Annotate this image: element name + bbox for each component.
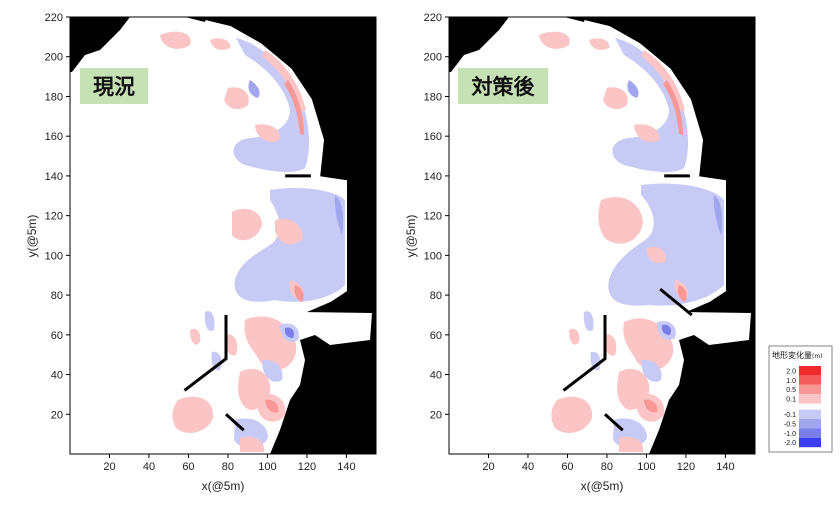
y-tick-label: 160 (45, 131, 63, 143)
x-tick-label: 100 (637, 461, 655, 473)
legend-swatch (799, 419, 821, 429)
jetty-south (224, 413, 245, 432)
legend-label: -1.0 (784, 431, 796, 438)
y-ticks-current: 20 40 60 80 100 120 140 160 180 200 220 (45, 12, 70, 421)
groin-west (183, 315, 228, 392)
legend-swatches (799, 366, 821, 448)
y-tick-label: 220 (45, 12, 63, 24)
y-tick-label: 180 (45, 91, 63, 103)
legend-label: 0.5 (786, 387, 796, 394)
land-northwest-current (70, 17, 130, 72)
panel-countermeasure: 20 40 60 80 100 120 140 20 40 60 80 100 120 140 160 18… (404, 12, 756, 493)
shore-band-current (204, 20, 347, 314)
x-tick-label: 120 (298, 461, 316, 473)
x-ticks-countermeasure: 20 40 60 80 100 120 140 (482, 454, 735, 473)
x-tick-label: 40 (143, 461, 155, 473)
structures-current (183, 174, 311, 432)
legend-label: 1.0 (786, 378, 796, 385)
plot-frame-countermeasure (448, 16, 756, 455)
y-tick-label: 200 (424, 52, 442, 64)
land-east-current (185, 17, 376, 454)
jetty-south (603, 413, 624, 432)
x-ticks-current: 20 40 60 80 100 120 140 (103, 454, 356, 473)
panel-title-current: 現況 (93, 75, 135, 99)
land-east-countermeasure (564, 17, 755, 454)
legend-unit: (m) (812, 353, 823, 360)
x-tick-label: 120 (677, 461, 695, 473)
legend-swatch (799, 394, 821, 404)
y-tick-label: 180 (424, 91, 442, 103)
legend-heading: 地形変化量(m) (772, 350, 823, 360)
x-tick-label: 140 (716, 461, 734, 473)
legend-swatch (799, 437, 821, 448)
change-patches-current (160, 31, 345, 452)
legend-label: -0.1 (784, 412, 796, 419)
y-tick-label: 200 (45, 52, 63, 64)
y-tick-label: 160 (424, 131, 442, 143)
y-tick-label: 80 (51, 290, 63, 302)
x-tick-label: 100 (258, 461, 276, 473)
color-legend: 地形変化量(m) 2.0 1.0 0.5 0.1 -0.1 -0.5 -1.0 -2.0 (768, 345, 833, 453)
x-tick-label: 140 (337, 461, 355, 473)
heatmap-current (70, 17, 376, 454)
y-tick-label: 40 (430, 370, 442, 382)
legend-swatch (799, 375, 821, 385)
badge-countermeasure (458, 68, 548, 104)
y-tick-label: 100 (45, 250, 63, 262)
y-tick-label: 40 (51, 370, 63, 382)
y-tick-label: 100 (424, 250, 442, 262)
x-tick-label: 20 (482, 461, 494, 473)
x-axis-label-current: x(@5m) (202, 479, 245, 493)
shore-band-countermeasure (583, 20, 726, 314)
legend-title: 地形変化量 (772, 350, 812, 360)
x-tick-label: 60 (182, 461, 194, 473)
y-tick-label: 220 (424, 12, 442, 24)
groin-west (562, 315, 607, 392)
land-northwest-countermeasure (449, 17, 509, 72)
x-axis-label-countermeasure: x(@5m) (581, 479, 624, 493)
y-tick-label: 120 (45, 211, 63, 223)
breakwater-new (659, 287, 693, 317)
y-tick-label: 20 (430, 409, 442, 421)
legend-swatch (799, 409, 821, 419)
y-tick-label: 120 (424, 211, 442, 223)
y-tick-label: 80 (430, 290, 442, 302)
y-tick-label: 60 (430, 330, 442, 342)
panel-title-countermeasure: 対策後 (472, 75, 536, 99)
legend-swatch (799, 384, 821, 395)
x-tick-label: 80 (601, 461, 613, 473)
y-tick-label: 140 (424, 171, 442, 183)
badge-current (80, 68, 148, 104)
x-tick-label: 80 (222, 461, 234, 473)
y-tick-label: 20 (51, 409, 63, 421)
y-tick-label: 140 (45, 171, 63, 183)
x-tick-label: 20 (103, 461, 115, 473)
legend-swatch (799, 366, 821, 376)
legend-swatch (799, 428, 821, 438)
legend-labels: 2.0 1.0 0.5 0.1 -0.1 -0.5 -1.0 -2.0 (784, 368, 796, 447)
panel-current: 20 40 60 80 100 120 140 20 40 60 80 100 120 140 160 18… (25, 12, 377, 493)
legend-label: 2.0 (786, 368, 796, 375)
structures-countermeasure (562, 174, 693, 432)
y-ticks-countermeasure: 20 40 60 80 100 120 140 160 180 200 220 (424, 12, 449, 421)
y-axis-label-countermeasure: y(@5m) (404, 215, 418, 258)
legend-label: -0.5 (784, 421, 796, 428)
legend-label: -2.0 (784, 440, 796, 447)
plot-frame-current (69, 16, 377, 455)
y-tick-label: 60 (51, 330, 63, 342)
x-tick-label: 60 (561, 461, 573, 473)
x-tick-label: 40 (522, 461, 534, 473)
y-axis-label-current: y(@5m) (25, 215, 39, 258)
legend-label: 0.1 (786, 397, 796, 404)
